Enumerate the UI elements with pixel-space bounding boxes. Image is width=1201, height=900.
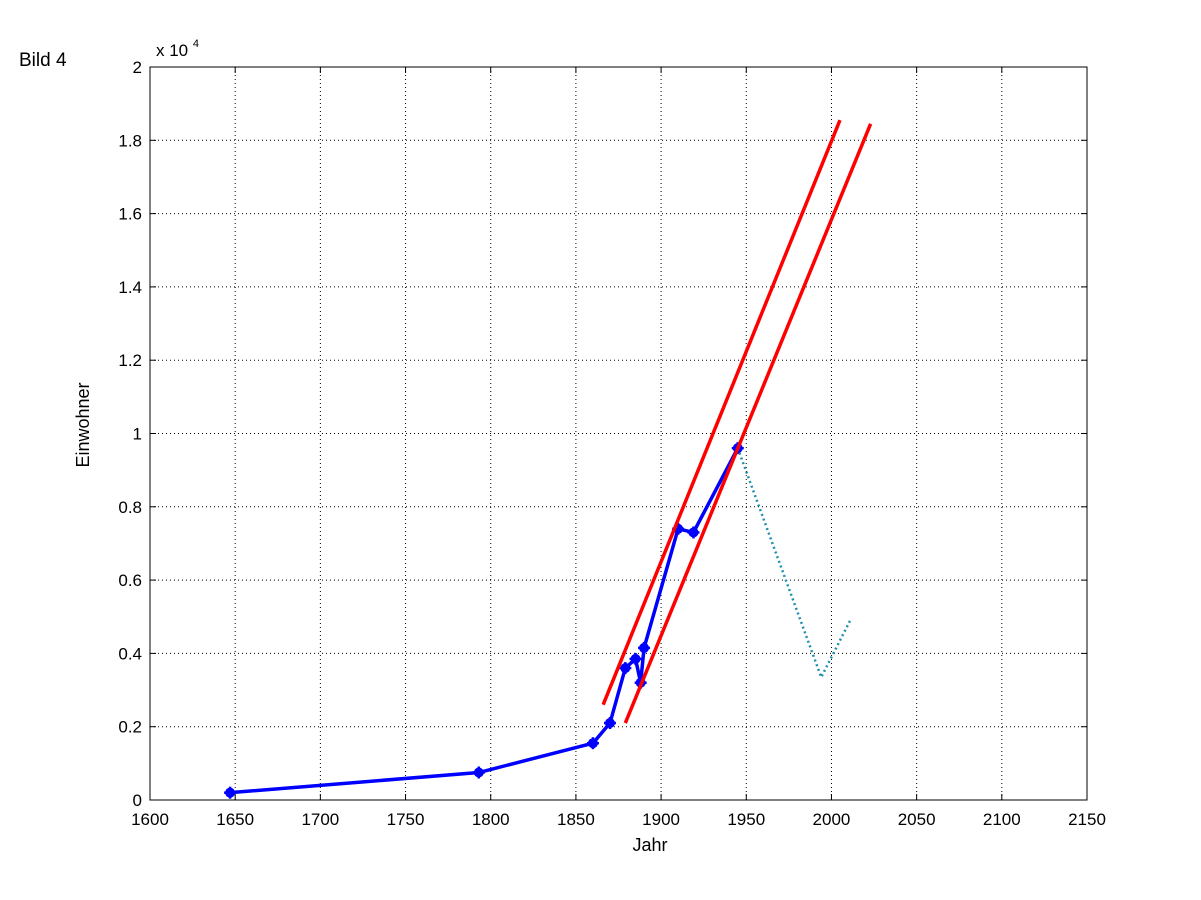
x-tick-label: 1800 [472,810,510,829]
y-axis-multiplier: x 10 4 [156,38,199,60]
y-tick-label: 0 [133,791,142,810]
y-tick-label: 1.2 [118,351,142,370]
y-tick-label: 1.8 [118,131,142,150]
x-tick-label: 1900 [642,810,680,829]
x-axis-label: Jahr [632,835,667,855]
y-tick-label: 0.8 [118,498,142,517]
x-tick-label: 2000 [813,810,851,829]
x-tick-label: 2100 [983,810,1021,829]
series-line [229,447,740,795]
y-tick-label: 0.6 [118,571,142,590]
y-tick-label: 0.2 [118,718,142,737]
y-axis-label: Einwohner [73,382,93,467]
x-tick-label: 1600 [131,810,169,829]
series-group [224,119,873,799]
x-tick-label: 2050 [898,810,936,829]
x-tick-label: 1650 [216,810,254,829]
x-tick-label: 1700 [301,810,339,829]
grid [150,67,1087,800]
y-tick-label: 0.4 [118,644,142,663]
figure-label: Bild 4 [19,50,67,71]
y-tick-label: 2 [133,58,142,77]
y-multiplier-exponent: 4 [193,38,199,50]
series-line [736,447,852,679]
y-multiplier-base: x 10 [156,41,188,60]
series-line [601,119,842,706]
x-tick-label: 1950 [727,810,765,829]
y-tick-label: 1.4 [118,278,142,297]
x-tick-label: 1750 [387,810,425,829]
y-tick-label: 1 [133,425,142,444]
series-2 [601,119,842,706]
x-tick-label: 1850 [557,810,595,829]
y-tick-label: 1.6 [118,205,142,224]
x-tick-label: 2150 [1068,810,1106,829]
series-line [623,123,873,724]
ticks: 1600 1650 1700 1750 1800 1850 1900 1950 2000 2050… [118,58,1106,829]
series-3 [623,123,873,724]
series-1 [736,447,852,679]
